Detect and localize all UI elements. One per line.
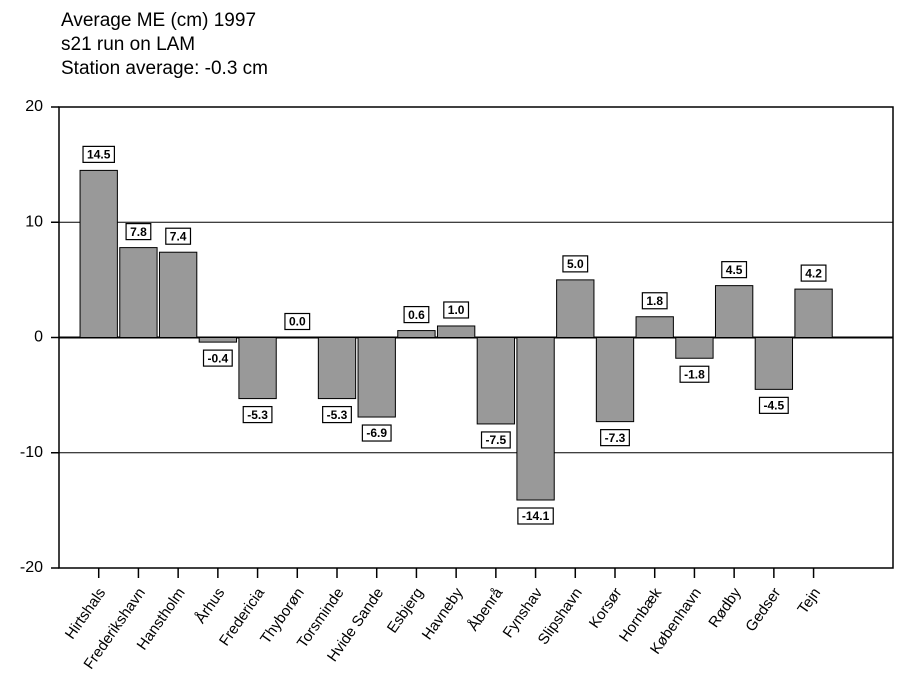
value-label-text: 0.6 [408, 308, 425, 322]
value-label-text: -6.9 [366, 426, 387, 440]
bar [556, 279, 595, 338]
value-label-text: 1.0 [448, 303, 465, 317]
value-label-box [600, 429, 630, 447]
value-label: -1.8 [679, 365, 710, 383]
value-label: 0.6 [403, 305, 430, 324]
value-label-box [758, 396, 789, 414]
x-tick-label: Esbjerg [384, 585, 427, 636]
bar [158, 251, 198, 338]
y-tick-label: 20 [25, 98, 43, 115]
value-label: -7.5 [480, 431, 511, 449]
value-label-box [403, 305, 430, 324]
value-label: 5.0 [562, 255, 589, 273]
chart-title: Average ME (cm) 1997 [61, 10, 256, 31]
plot-frame [58, 106, 894, 569]
value-label: 1.8 [641, 292, 668, 310]
bar [119, 247, 158, 338]
value-label-box [443, 301, 470, 319]
value-label-box [125, 223, 152, 241]
y-tick-label: -10 [20, 444, 43, 461]
value-label-text: 7.8 [130, 225, 147, 239]
value-label: 7.4 [165, 227, 192, 245]
value-label-box [242, 405, 273, 424]
value-label-text: 7.4 [170, 229, 187, 243]
value-label-box [202, 349, 233, 367]
bar [595, 337, 635, 423]
x-tick-label: Århus [192, 585, 228, 627]
x-tick-label: Tejn [794, 585, 824, 617]
value-label-text: 4.2 [805, 266, 822, 280]
value-label-box [165, 227, 192, 245]
value-label-box [517, 507, 554, 525]
value-label-text: -14.1 [522, 509, 550, 523]
bar [794, 288, 833, 338]
value-label: -5.3 [242, 405, 273, 424]
value-label-text: 5.0 [567, 257, 584, 271]
value-label: 14.5 [82, 145, 115, 163]
value-label: -4.5 [758, 396, 789, 414]
x-tick-label: Gedser [742, 585, 784, 635]
bar [714, 285, 754, 339]
bar [516, 337, 555, 501]
value-label: -0.4 [202, 349, 233, 367]
value-label-text: -7.3 [605, 431, 626, 445]
y-tick-label: 0 [34, 329, 43, 346]
bar [754, 337, 794, 390]
bar [436, 325, 476, 339]
value-label-text: -5.3 [247, 408, 268, 422]
value-label-box [322, 405, 352, 424]
value-label-text: 14.5 [87, 148, 111, 162]
bar [79, 169, 118, 338]
bar [317, 337, 357, 400]
bar [635, 316, 674, 339]
value-label-text: -5.3 [327, 408, 348, 422]
value-label-box [284, 312, 311, 331]
x-tick-label: Havneby [419, 584, 467, 643]
value-label: -14.1 [517, 507, 554, 525]
value-label: -5.3 [322, 405, 352, 424]
bar [357, 337, 396, 418]
bar [198, 337, 238, 343]
value-label-text: -7.5 [486, 433, 507, 447]
value-label-box [800, 264, 827, 282]
value-label: -6.9 [361, 424, 392, 442]
value-label-box [82, 145, 115, 163]
x-tick-label: Korsør [586, 585, 626, 632]
value-label-text: 1.8 [646, 294, 663, 308]
value-label: 7.8 [125, 223, 152, 241]
value-label-text: 4.5 [726, 263, 743, 277]
chart-title: s21 run on LAM [61, 34, 195, 55]
value-label-text: 0.0 [289, 315, 306, 329]
x-tick-label: Åbenrå [465, 584, 507, 634]
bar [397, 330, 436, 338]
value-label-box [562, 255, 589, 273]
y-tick-label: 10 [25, 213, 43, 230]
value-label-text: -4.5 [764, 399, 785, 413]
value-label-box [480, 431, 511, 449]
value-label-text: -1.8 [684, 367, 705, 381]
x-tick-label: Rødby [705, 584, 745, 630]
y-tick-label: -20 [20, 559, 43, 576]
value-label-box [721, 261, 748, 279]
value-label-box [361, 424, 392, 442]
value-label-box [641, 292, 668, 310]
bar [238, 337, 277, 400]
value-label: 1.0 [443, 301, 470, 319]
value-label-text: -0.4 [208, 351, 229, 365]
bar [675, 337, 714, 359]
chart-title: Station average: -0.3 cm [61, 58, 268, 79]
bar [476, 337, 516, 425]
value-label: 4.5 [721, 261, 748, 279]
value-label: 0.0 [284, 312, 311, 331]
value-label: 4.2 [800, 264, 827, 282]
value-label-box [679, 365, 710, 383]
value-label: -7.3 [600, 429, 630, 447]
